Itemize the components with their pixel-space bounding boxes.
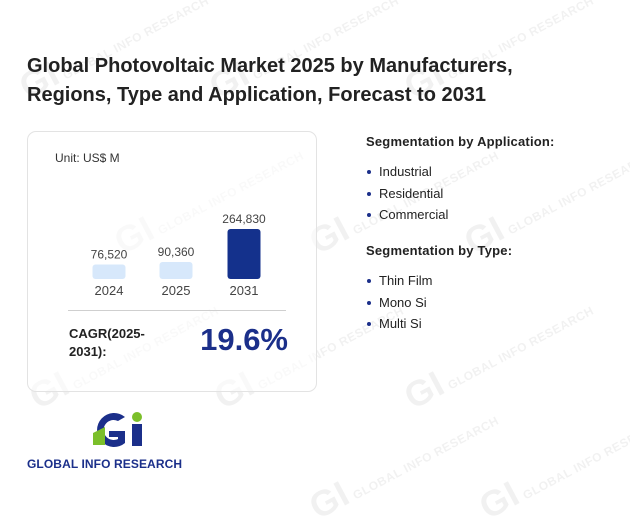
- category-label: 2025: [162, 283, 191, 298]
- list-item: Mono Si: [366, 292, 512, 314]
- market-chart-card: Unit: US$ M 76,520 2024 90,360 2025 264,830 2…: [27, 131, 317, 392]
- global-info-research-logo: GLOBAL INFO RESEARCH: [27, 405, 207, 475]
- segmentation-application: Segmentation by Application: Industrial …: [366, 134, 555, 226]
- segmentation-type: Segmentation by Type: Thin Film Mono Si …: [366, 243, 512, 335]
- list-item: Multi Si: [366, 313, 512, 335]
- category-label: 2031: [230, 283, 259, 298]
- bar-2024: [92, 264, 126, 279]
- logo-text: GLOBAL INFO RESEARCH: [27, 457, 183, 471]
- list-item: Residential: [366, 183, 555, 205]
- page-title: Global Photovoltaic Market 2025 by Manuf…: [27, 55, 513, 106]
- list-item: Thin Film: [366, 270, 512, 292]
- value-label: 90,360: [158, 245, 195, 259]
- cagr-value: 19.6%: [200, 322, 288, 357]
- cagr-label: CAGR(2025-2031):: [69, 326, 145, 359]
- bar-chart: 76,520 2024 90,360 2025 264,830 2031: [91, 212, 266, 298]
- gi-logo-icon: [93, 412, 142, 447]
- segmentation-title: Segmentation by Application:: [366, 134, 555, 149]
- value-label: 264,830: [222, 212, 266, 226]
- bar-2025: [159, 261, 193, 279]
- watermark: GIGLOBAL INFO RESEARCH: [472, 413, 630, 528]
- list-item: Industrial: [366, 161, 555, 183]
- segmentation-list: Industrial Residential Commercial: [366, 161, 555, 226]
- value-label: 76,520: [91, 248, 128, 262]
- unit-label: Unit: US$ M: [55, 151, 120, 165]
- watermark: GIGLOBAL INFO RESEARCH: [302, 413, 502, 528]
- divider: [68, 310, 286, 311]
- segmentation-list: Thin Film Mono Si Multi Si: [366, 270, 512, 335]
- category-label: 2024: [95, 283, 124, 298]
- segmentation-title: Segmentation by Type:: [366, 243, 513, 258]
- list-item: Commercial: [366, 204, 555, 226]
- bar-2031: [227, 229, 261, 279]
